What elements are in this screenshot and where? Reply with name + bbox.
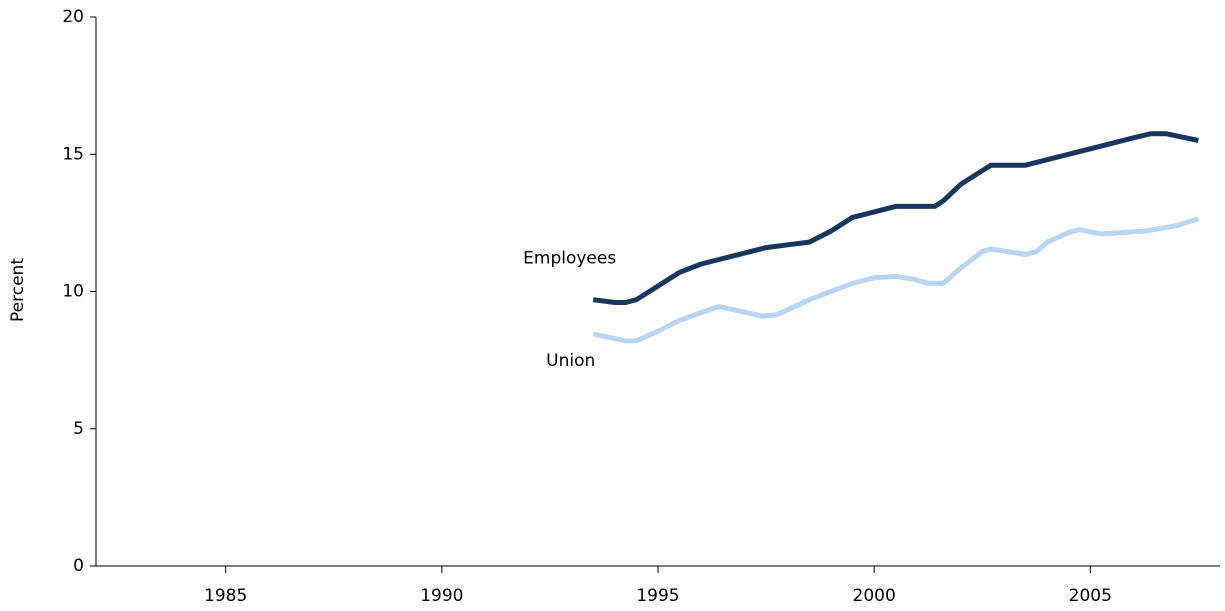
x-tick-label: 2000 (853, 586, 896, 606)
x-tick-label: 1990 (420, 586, 463, 606)
series-label: Union (546, 351, 595, 371)
x-tick-label: 1995 (636, 586, 679, 606)
y-tick-label: 15 (62, 144, 84, 164)
series-line (592, 131, 1199, 305)
y-tick-label: 5 (73, 419, 84, 439)
series-label: Employees (523, 249, 616, 269)
x-tick-label: 2005 (1069, 586, 1112, 606)
y-tick-label: 0 (73, 556, 84, 576)
x-tick-label: 1985 (204, 586, 247, 606)
series-line (592, 216, 1200, 344)
y-tick-label: 10 (62, 282, 84, 302)
y-axis-label: Percent (8, 258, 28, 322)
y-tick-label: 20 (62, 7, 84, 27)
